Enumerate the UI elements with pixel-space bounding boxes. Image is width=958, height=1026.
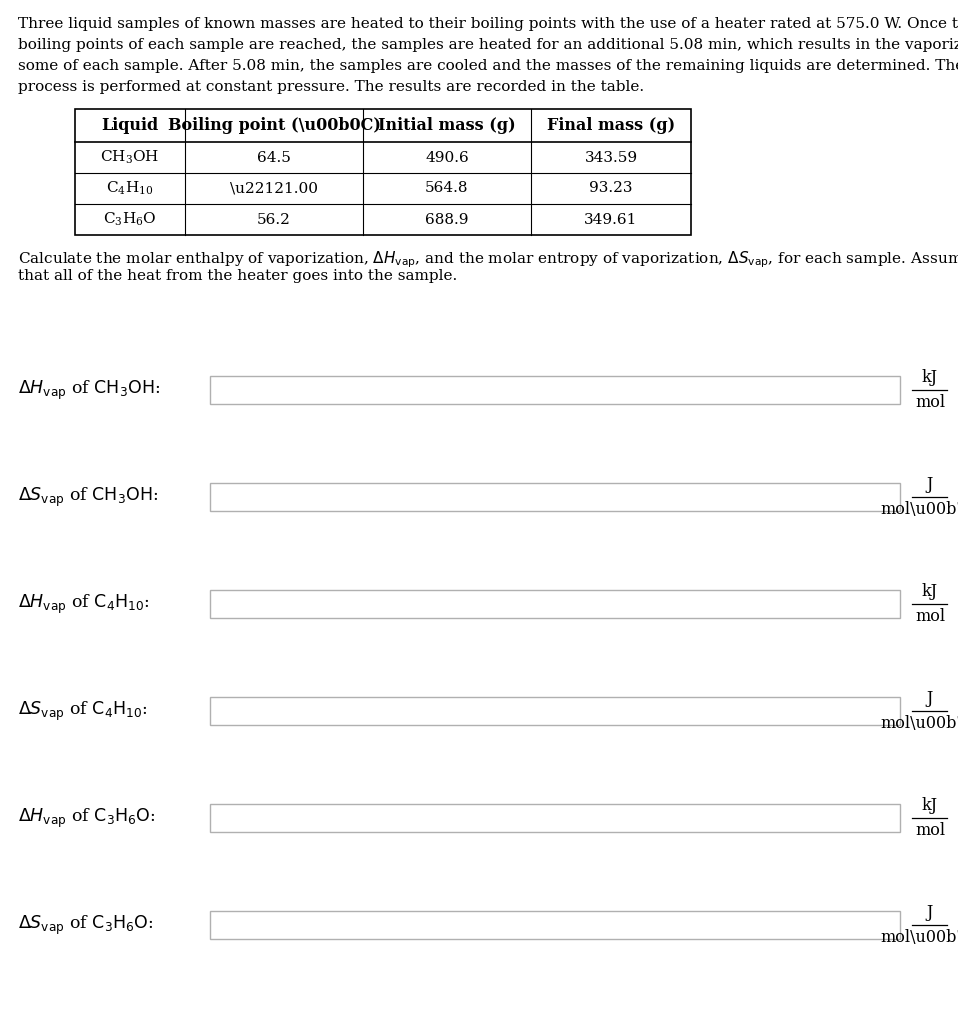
Text: 564.8: 564.8: [425, 182, 468, 196]
Text: that all of the heat from the heater goes into the sample.: that all of the heat from the heater goe…: [18, 269, 457, 283]
Text: Final mass (g): Final mass (g): [547, 117, 675, 134]
Text: boiling points of each sample are reached, the samples are heated for an additio: boiling points of each sample are reache…: [18, 38, 958, 52]
Bar: [210, 911, 900, 939]
Text: 343.59: 343.59: [584, 151, 638, 164]
Text: Calculate the molar enthalpy of vaporization, $\Delta H_{\mathrm{vap}}$, and the: Calculate the molar enthalpy of vaporiza…: [18, 249, 958, 270]
Text: $\Delta S_{\mathrm{vap}}$ of $\mathrm{C_3H_6O}$:: $\Delta S_{\mathrm{vap}}$ of $\mathrm{C_…: [18, 913, 153, 937]
Text: mol\u00b7K: mol\u00b7K: [880, 929, 958, 946]
Text: process is performed at constant pressure. The results are recorded in the table: process is performed at constant pressur…: [18, 80, 644, 94]
Text: Boiling point (\u00b0C): Boiling point (\u00b0C): [168, 117, 380, 134]
Text: kJ: kJ: [922, 797, 938, 814]
Text: kJ: kJ: [922, 583, 938, 600]
Text: 56.2: 56.2: [257, 212, 291, 227]
Bar: [210, 590, 900, 618]
Text: kJ: kJ: [922, 369, 938, 386]
Text: $\mathregular{C_4H_{10}}$: $\mathregular{C_4H_{10}}$: [106, 180, 153, 197]
Text: $\mathregular{CH_3OH}$: $\mathregular{CH_3OH}$: [101, 149, 160, 166]
Bar: [210, 697, 900, 725]
Text: $\Delta H_{\mathrm{vap}}$ of $\mathrm{C_4H_{10}}$:: $\Delta H_{\mathrm{vap}}$ of $\mathrm{C_…: [18, 592, 149, 616]
Text: Liquid: Liquid: [102, 117, 159, 134]
Text: mol\u00b7K: mol\u00b7K: [880, 715, 958, 732]
Text: J: J: [926, 904, 933, 921]
Text: \u22121.00: \u22121.00: [230, 182, 318, 196]
Text: $\Delta S_{\mathrm{vap}}$ of $\mathrm{C_4H_{10}}$:: $\Delta S_{\mathrm{vap}}$ of $\mathrm{C_…: [18, 700, 148, 722]
Text: 688.9: 688.9: [425, 212, 468, 227]
Text: J: J: [926, 476, 933, 494]
Text: mol\u00b7K: mol\u00b7K: [880, 501, 958, 518]
Text: 349.61: 349.61: [584, 212, 638, 227]
Text: mol: mol: [915, 822, 945, 839]
Text: $\Delta H_{\mathrm{vap}}$ of $\mathrm{CH_3OH}$:: $\Delta H_{\mathrm{vap}}$ of $\mathrm{CH…: [18, 379, 160, 401]
Text: 490.6: 490.6: [425, 151, 468, 164]
Text: $\Delta H_{\mathrm{vap}}$ of $\mathrm{C_3H_6O}$:: $\Delta H_{\mathrm{vap}}$ of $\mathrm{C_…: [18, 806, 155, 830]
Text: 93.23: 93.23: [589, 182, 632, 196]
Text: J: J: [926, 690, 933, 707]
Text: $\Delta S_{\mathrm{vap}}$ of $\mathrm{CH_3OH}$:: $\Delta S_{\mathrm{vap}}$ of $\mathrm{CH…: [18, 485, 158, 509]
Text: Initial mass (g): Initial mass (g): [378, 117, 515, 134]
Bar: [210, 376, 900, 404]
Text: mol: mol: [915, 394, 945, 411]
Text: $\mathregular{C_3H_6O}$: $\mathregular{C_3H_6O}$: [103, 210, 157, 228]
Text: some of each sample. After 5.08 min, the samples are cooled and the masses of th: some of each sample. After 5.08 min, the…: [18, 60, 958, 73]
Text: Three liquid samples of known masses are heated to their boiling points with the: Three liquid samples of known masses are…: [18, 17, 958, 31]
Bar: [210, 483, 900, 511]
Text: mol: mol: [915, 608, 945, 625]
Text: 64.5: 64.5: [257, 151, 291, 164]
Bar: [75, 109, 691, 235]
Bar: [210, 804, 900, 832]
